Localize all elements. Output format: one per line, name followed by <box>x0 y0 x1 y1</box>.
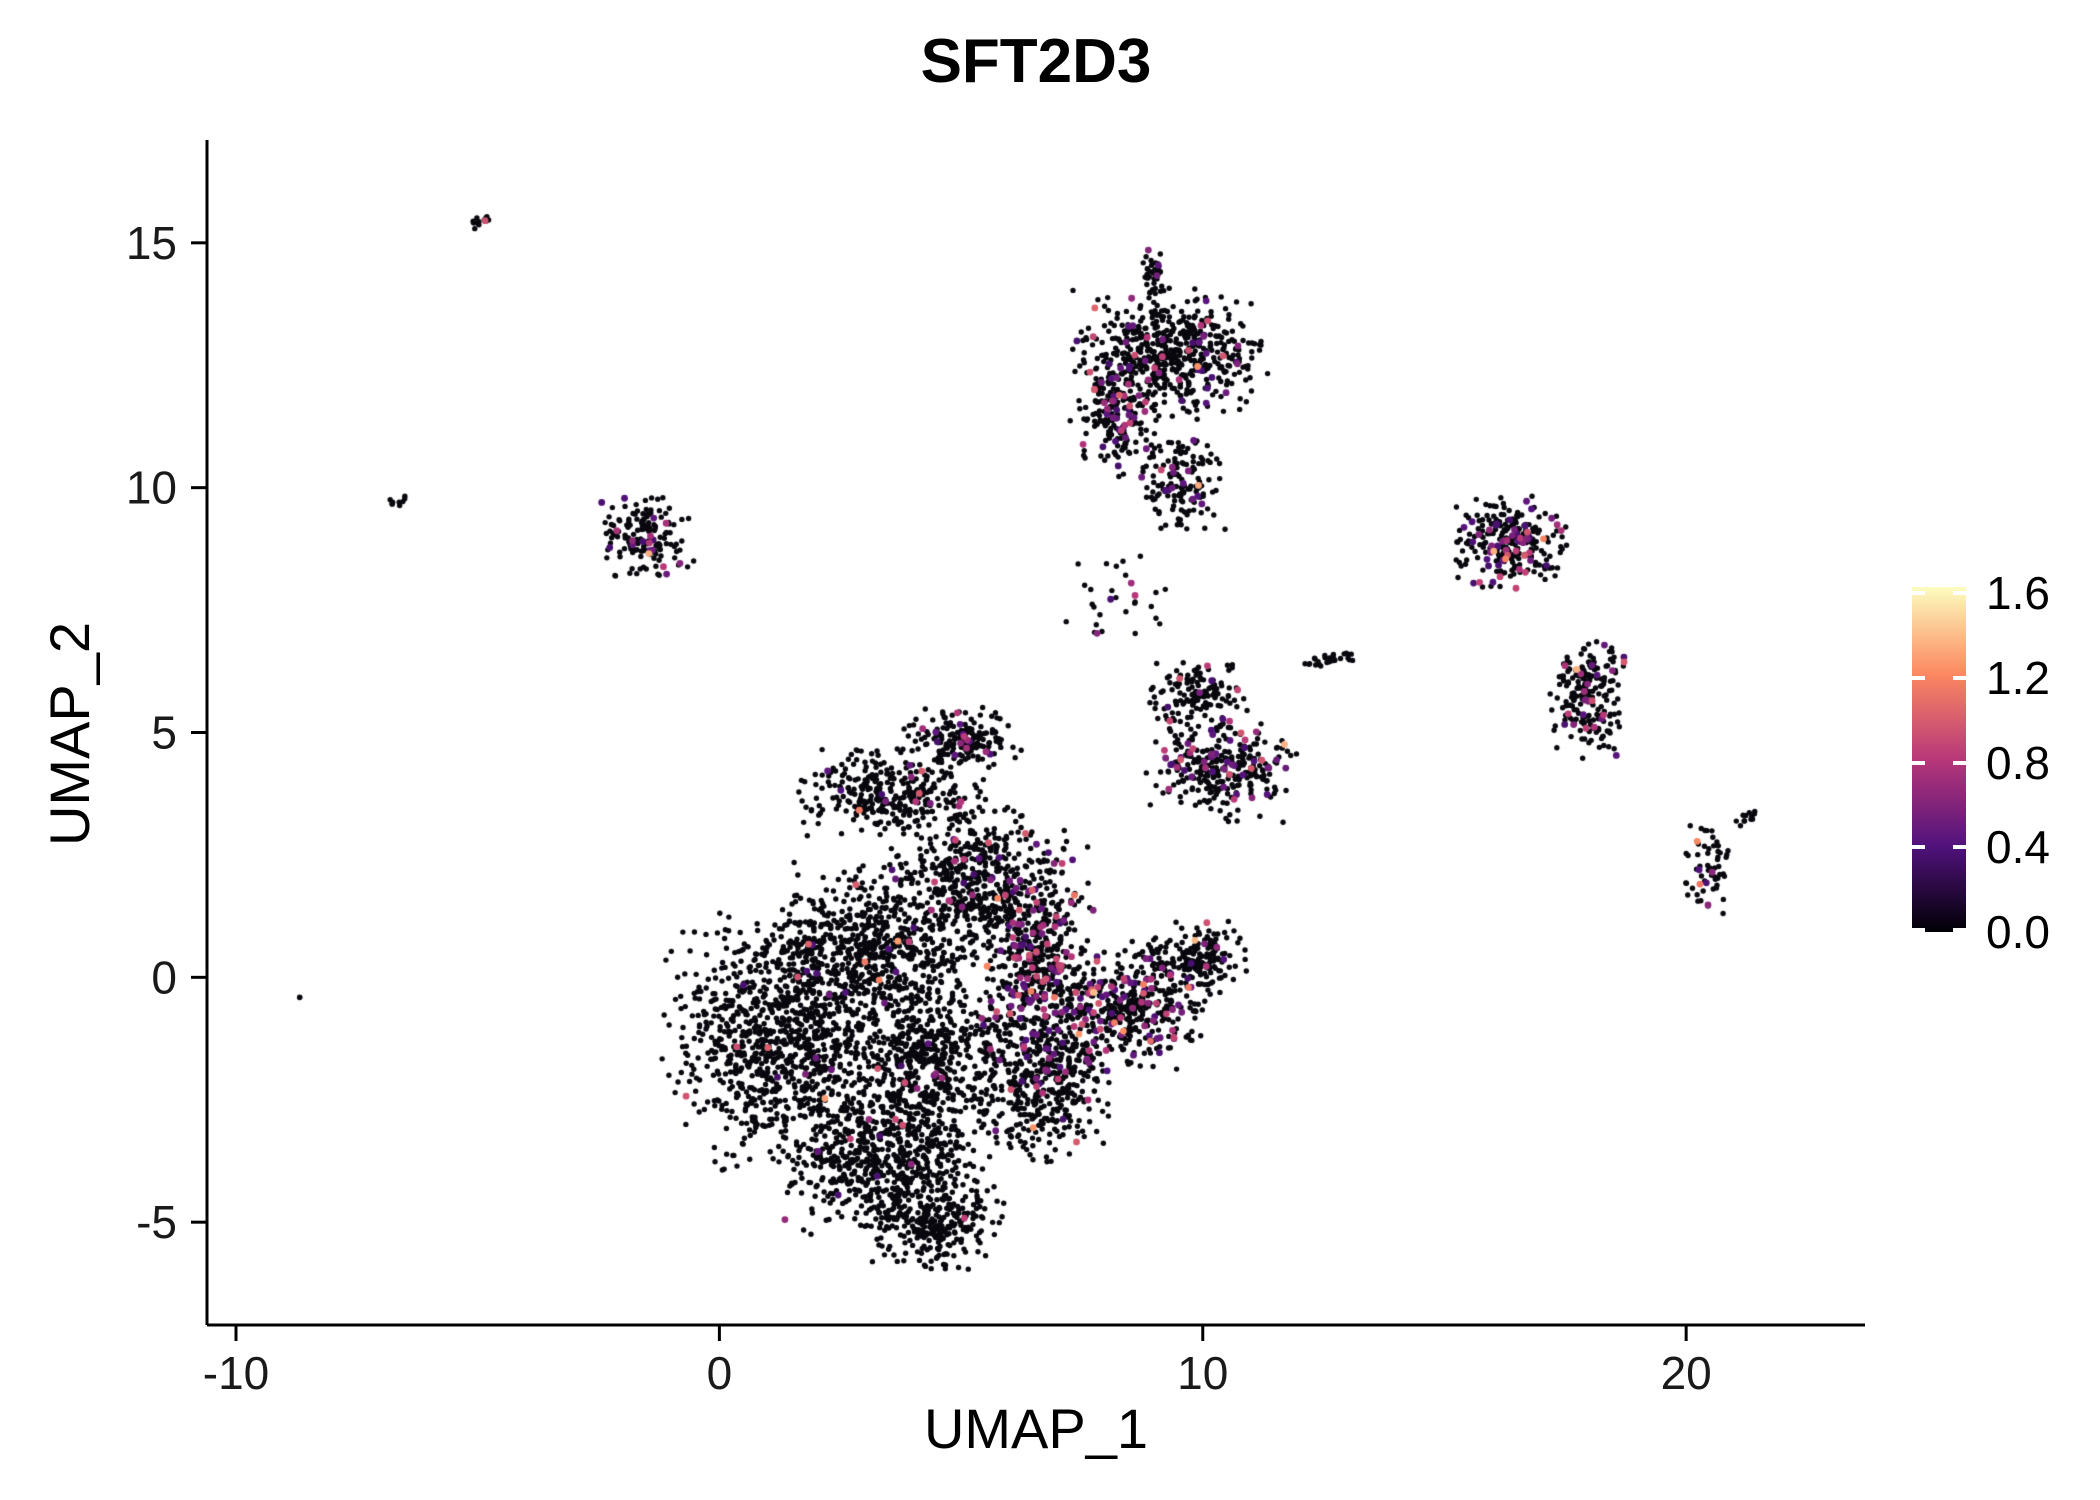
colorbar-tick-mark <box>1912 845 1925 850</box>
y-tick-label: 10 <box>126 462 177 514</box>
x-tick-label: 20 <box>1661 1347 1712 1399</box>
y-tick-label: 0 <box>151 951 177 1003</box>
colorbar-tick-label: 1.2 <box>1986 652 2050 704</box>
colorbar-tick-label: 0.4 <box>1986 821 2050 874</box>
x-tick-label: 0 <box>707 1347 733 1399</box>
colorbar-tick-mark <box>1953 676 1966 680</box>
y-axis-label: UMAP_2 <box>38 621 101 847</box>
colorbar-tick-mark <box>1953 591 1966 596</box>
colorbar-tick-mark <box>1953 760 1966 765</box>
colorbar-tick-mark <box>1912 760 1925 765</box>
colorbar-tick-mark <box>1953 928 1966 932</box>
colorbar-tick-label: 0.0 <box>1986 906 2050 958</box>
colorbar-tick-mark <box>1912 676 1925 680</box>
y-tick-label: 15 <box>126 217 177 269</box>
x-tick-label: -10 <box>203 1347 269 1399</box>
y-tick-label: 5 <box>151 707 177 759</box>
colorbar-tick-label: 0.8 <box>1986 736 2050 789</box>
plot-title: SFT2D3 <box>920 27 1152 96</box>
colorbar-gradient <box>1912 587 1966 932</box>
colorbar-tick-mark <box>1953 845 1966 850</box>
colorbar-tick-mark <box>1912 928 1925 932</box>
colorbar-tick-label: 1.6 <box>1986 567 2050 620</box>
x-tick-label: 10 <box>1177 1347 1228 1399</box>
y-tick-label: -5 <box>136 1196 177 1248</box>
colorbar-tick-mark <box>1912 591 1925 596</box>
x-axis-label: UMAP_1 <box>923 1397 1149 1460</box>
